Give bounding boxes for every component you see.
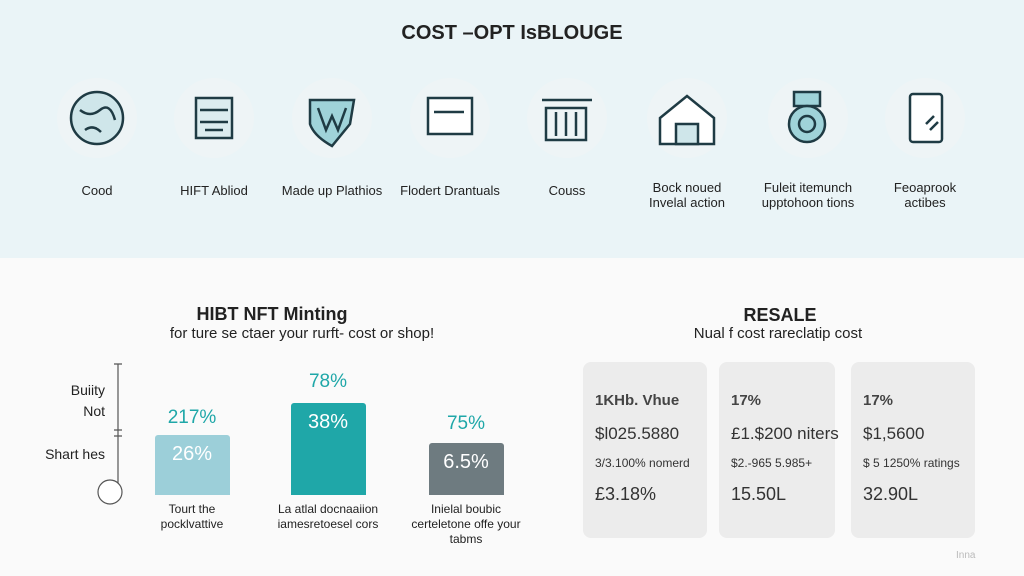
axis <box>97 363 123 505</box>
bar-caption: iamesretoesel cors <box>277 517 379 531</box>
icon-label: Flodert Drantuals <box>400 183 500 198</box>
bar <box>429 443 504 495</box>
card-line: 3/3.100% nomerd <box>595 456 690 470</box>
card-heading: 17% <box>731 392 762 409</box>
card-heading: 17% <box>863 392 894 409</box>
footer-note: Inna <box>956 550 976 561</box>
icon-label: upptohoon tions <box>761 195 855 210</box>
bar-top-label: 75% <box>446 413 486 434</box>
card-line: $2.-965 5.985+ <box>731 456 813 470</box>
axis-label: Shart hes <box>45 446 105 462</box>
icon-label: HIFT Abliod <box>180 183 248 198</box>
card-line: $l025.5880 <box>595 424 680 443</box>
bar <box>155 435 230 495</box>
card <box>719 362 835 538</box>
bar-caption: La atlal docnaaiion <box>277 502 379 516</box>
title: COST –OPT IsBLOUGE <box>401 22 623 44</box>
bar-caption: pocklvattive <box>160 517 224 531</box>
minting-subtitle: for ture se ctaer your rurft- cost or sh… <box>169 325 435 342</box>
card-heading: 1KHb. Vhue <box>595 392 680 409</box>
axis-label: Not <box>83 403 105 419</box>
bar-top-label: 78% <box>308 371 348 392</box>
resale-subtitle: Nual f cost rareclatip cost <box>693 325 863 342</box>
icon-label: actibes <box>904 195 946 210</box>
icon-label: Couss <box>548 183 586 198</box>
bar-caption: Tourt the <box>168 502 216 516</box>
icon-label: Invelal action <box>649 195 725 210</box>
bar-top-label: 217% <box>167 407 217 428</box>
bar-inner-label: 38% <box>307 411 349 433</box>
icon-label: Cood <box>81 183 113 198</box>
icon-label: Feoaprook <box>893 180 957 195</box>
icon-label: Made up Plathios <box>281 183 383 198</box>
minting-title: HIBT NFT Minting <box>196 304 348 324</box>
card-line: 15.50L <box>731 484 787 504</box>
card-line: £3.18% <box>595 484 657 504</box>
axis-label: Buiity <box>70 382 105 398</box>
card-line: $ 5 1250% ratings <box>863 456 960 470</box>
bar-caption: certeletone offe your <box>411 517 521 531</box>
top-band <box>0 0 1024 258</box>
card <box>851 362 975 538</box>
bar-caption: tabms <box>449 532 483 546</box>
bar-inner-label: 26% <box>171 443 213 465</box>
card-line: $1,5600 <box>863 424 925 443</box>
bar <box>291 403 366 495</box>
bar-caption: Inielal boubic <box>430 502 502 516</box>
icon-art <box>69 90 944 148</box>
card-line: 32.90L <box>863 484 919 504</box>
card <box>583 362 707 538</box>
card-line: £1.$200 niters <box>731 424 839 443</box>
icon-label: Fuleit itemunch <box>763 180 853 195</box>
bar-inner-label: 6.5% <box>443 451 489 473</box>
resale-title: RESALE <box>743 305 817 325</box>
icon-label: Bock noued <box>652 180 722 195</box>
